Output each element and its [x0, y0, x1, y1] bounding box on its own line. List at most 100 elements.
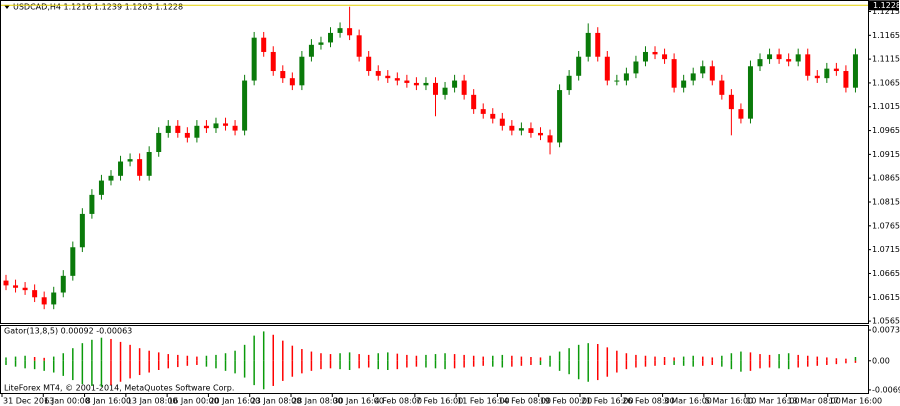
candle-body [60, 275, 66, 293]
x-tick-label: 6 Jan 00:00 [44, 397, 90, 406]
candle-body [261, 37, 267, 52]
x-tick-label: 31 Dec 2013 [3, 397, 54, 406]
candle-body [366, 56, 372, 72]
candle-body [719, 80, 725, 95]
price-label: 1.1228 [873, 1, 900, 10]
candle-body [223, 123, 229, 126]
x-tick-label: 19 Feb 00:00 [540, 397, 592, 406]
candle-body [623, 73, 629, 81]
candle-body [786, 59, 792, 62]
candle-body [433, 82, 438, 95]
candle-body [700, 66, 706, 74]
x-tick-label: 10 Mar 16:00 [746, 397, 799, 406]
candle-body [13, 285, 19, 288]
candle-body [184, 132, 190, 138]
indicator-panel [0, 325, 869, 394]
y-tick-label: 0.00732 [872, 326, 900, 335]
candle-body [681, 80, 687, 88]
candle-body [642, 51, 648, 62]
candle-body [165, 125, 171, 133]
candle-body [843, 71, 849, 88]
x-tick-label: 11 Feb 16:00 [457, 397, 509, 406]
candle-body [738, 109, 744, 119]
candle-body [251, 37, 257, 81]
y-tick-label: 1.0665 [872, 269, 900, 278]
candle-body [509, 125, 515, 131]
candle-body [79, 213, 85, 248]
candle-body [776, 54, 782, 60]
candle-body [566, 75, 572, 91]
price-tag [869, 0, 899, 11]
candle-body [375, 71, 381, 76]
candle-body [404, 80, 410, 83]
candle-body [814, 75, 820, 79]
y-tick-label: 0.00 [872, 356, 890, 365]
candle-body [89, 194, 95, 214]
candle-body [32, 290, 38, 298]
x-tick-label: 26 Feb 08:00 [622, 397, 674, 406]
x-tick-label: 30 Jan 16:00 [333, 397, 384, 406]
candle-body [662, 54, 668, 60]
candle-body [709, 66, 715, 81]
x-tick-label: 7 Feb 16:00 [416, 397, 463, 406]
candle-body [518, 128, 524, 131]
candle-body [480, 109, 486, 114]
candle-body [728, 94, 734, 110]
y-tick-label: 1.0965 [872, 126, 900, 135]
candle-body [156, 132, 162, 152]
candle-body [490, 113, 496, 119]
menu-triangle[interactable] [4, 5, 10, 9]
candle-body [232, 125, 238, 131]
candle-body [137, 159, 143, 176]
candle-body [213, 123, 219, 129]
candle-body [852, 54, 858, 88]
candle-body [175, 125, 181, 133]
y-tick-label: 1.1115 [872, 55, 900, 64]
y-tick-label: 1.0565 [872, 317, 900, 326]
x-tick-label: 28 Jan 08:00 [292, 397, 343, 406]
candle-body [242, 80, 248, 131]
candle-body [795, 54, 801, 62]
candle-body [757, 59, 763, 67]
candle-body [537, 132, 543, 136]
y-tick-label: 1.1165 [872, 31, 900, 40]
y-tick-label: 1.0915 [872, 150, 900, 159]
candle-body [528, 128, 534, 133]
candle-body [767, 54, 773, 60]
x-tick-label: 3 Mar 16:00 [664, 397, 712, 406]
candle-body [280, 71, 286, 79]
candle-body [824, 68, 830, 79]
candle-body [41, 297, 47, 305]
candle-body [557, 90, 563, 143]
candle-body [98, 180, 104, 195]
candle-body [547, 135, 553, 143]
candle-body [146, 151, 152, 176]
x-tick-label: 5 Mar 16:00 [705, 397, 753, 406]
candle-body [604, 56, 610, 81]
x-tick-label: 14 Feb 08:00 [498, 397, 550, 406]
candle-body [356, 35, 362, 57]
candle-body [22, 287, 28, 291]
candle-body [671, 59, 677, 88]
y-tick-label: 1.0765 [872, 221, 900, 230]
candle-body [203, 125, 209, 129]
candle-body [289, 78, 295, 86]
y-tick-label: 1.1065 [872, 78, 900, 87]
y-tick-label: -0.00695 [872, 385, 900, 394]
candle-body [318, 42, 324, 45]
candle-body [51, 292, 57, 305]
y-tick-label: 1.1015 [872, 102, 900, 111]
candle-body [633, 61, 639, 74]
x-tick-label: 4 Feb 08:00 [375, 397, 422, 406]
candle-body [347, 28, 353, 36]
candle-body [805, 54, 811, 76]
y-tick-label: 1.0615 [872, 293, 900, 302]
footer: LiteForex MT4, © 2001-2014, MetaQuotes S… [4, 384, 234, 393]
candle-body [833, 68, 839, 72]
candle-body [452, 80, 458, 88]
candle-body [576, 56, 582, 76]
candle-body [118, 161, 124, 176]
x-tick-label: 13 Jan 08:00 [127, 397, 178, 406]
candle-body [413, 82, 419, 86]
